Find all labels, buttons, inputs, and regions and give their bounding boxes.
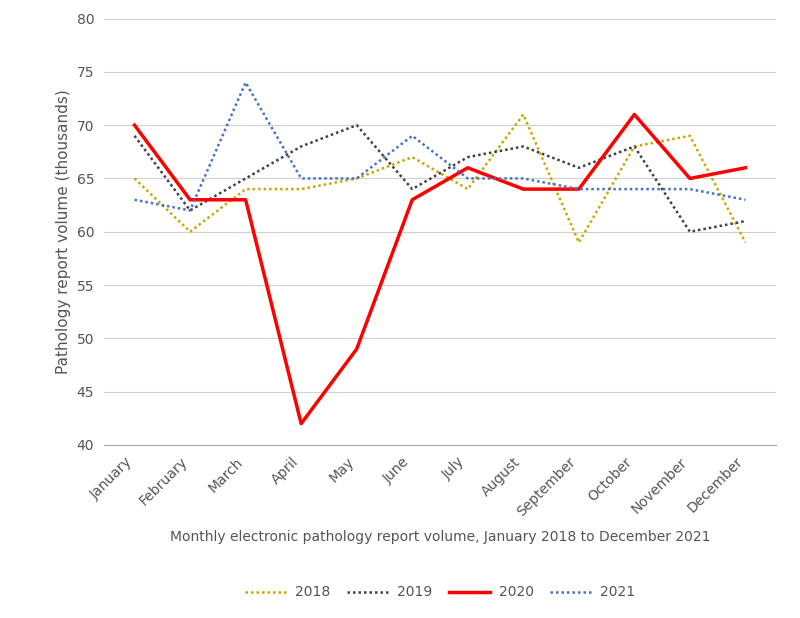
2019 <box>574 164 584 171</box>
2021 <box>407 132 417 140</box>
2021 <box>241 78 250 86</box>
X-axis label: Monthly electronic pathology report volume, January 2018 to December 2021: Monthly electronic pathology report volu… <box>170 530 710 544</box>
2019 <box>130 132 139 140</box>
2018 <box>685 132 694 140</box>
2018 <box>741 239 750 246</box>
2020 <box>130 121 139 129</box>
2018 <box>463 185 473 193</box>
2020 <box>630 111 639 118</box>
2021 <box>130 196 139 203</box>
2020 <box>463 164 473 171</box>
2019 <box>518 143 528 150</box>
2018 <box>630 143 639 150</box>
2021 <box>186 206 195 214</box>
2018 <box>407 153 417 161</box>
2021 <box>296 175 306 182</box>
2020 <box>407 196 417 203</box>
2021 <box>518 175 528 182</box>
2019 <box>296 143 306 150</box>
Line: 2019: 2019 <box>134 125 746 232</box>
Line: 2021: 2021 <box>134 82 746 210</box>
2018 <box>518 111 528 118</box>
2020 <box>186 196 195 203</box>
2019 <box>463 153 473 161</box>
2019 <box>630 143 639 150</box>
2019 <box>407 185 417 193</box>
2019 <box>352 121 362 129</box>
2020 <box>296 420 306 427</box>
2018 <box>241 185 250 193</box>
2021 <box>574 185 584 193</box>
2020 <box>518 185 528 193</box>
2019 <box>685 228 694 235</box>
2018 <box>352 175 362 182</box>
2021 <box>741 196 750 203</box>
2020 <box>241 196 250 203</box>
2018 <box>296 185 306 193</box>
2021 <box>463 175 473 182</box>
2019 <box>241 175 250 182</box>
Line: 2020: 2020 <box>134 114 746 423</box>
Line: 2018: 2018 <box>134 114 746 242</box>
2020 <box>685 175 694 182</box>
2021 <box>352 175 362 182</box>
Y-axis label: Pathology report volume (thousands): Pathology report volume (thousands) <box>56 90 71 374</box>
2018 <box>130 175 139 182</box>
2020 <box>574 185 584 193</box>
2020 <box>741 164 750 171</box>
2019 <box>741 218 750 225</box>
2020 <box>352 345 362 353</box>
2018 <box>186 228 195 235</box>
2019 <box>186 206 195 214</box>
Legend: 2018, 2019, 2020, 2021: 2018, 2019, 2020, 2021 <box>239 580 641 605</box>
2021 <box>630 185 639 193</box>
2018 <box>574 239 584 246</box>
2021 <box>685 185 694 193</box>
